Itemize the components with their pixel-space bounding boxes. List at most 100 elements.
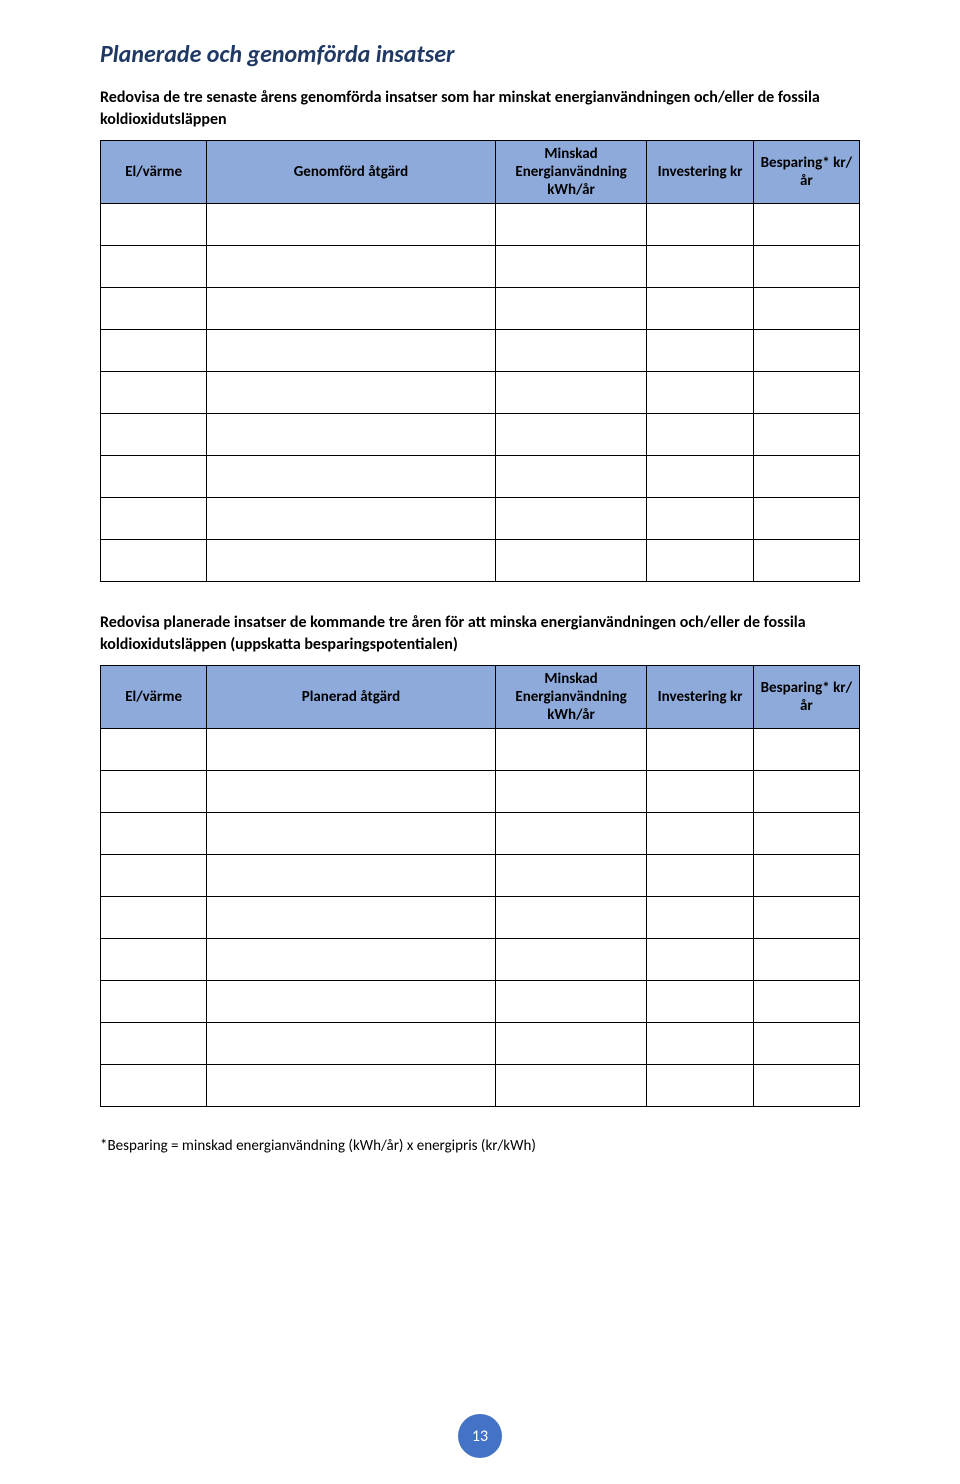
- cell[interactable]: [101, 204, 207, 246]
- cell[interactable]: [495, 372, 647, 414]
- cell[interactable]: [495, 498, 647, 540]
- col-header-minskad: Minskad Energianvändning kWh/år: [495, 141, 647, 204]
- cell[interactable]: [101, 771, 207, 813]
- cell[interactable]: [495, 330, 647, 372]
- table-row: [101, 414, 860, 456]
- cell[interactable]: [647, 288, 753, 330]
- cell[interactable]: [101, 498, 207, 540]
- cell[interactable]: [647, 981, 753, 1023]
- cell[interactable]: [101, 330, 207, 372]
- cell[interactable]: [495, 729, 647, 771]
- cell[interactable]: [753, 981, 859, 1023]
- cell[interactable]: [207, 939, 495, 981]
- cell[interactable]: [207, 897, 495, 939]
- cell[interactable]: [647, 540, 753, 582]
- cell[interactable]: [753, 813, 859, 855]
- cell[interactable]: [753, 288, 859, 330]
- cell[interactable]: [495, 456, 647, 498]
- cell[interactable]: [495, 1065, 647, 1107]
- cell[interactable]: [753, 1023, 859, 1065]
- cell[interactable]: [207, 246, 495, 288]
- cell[interactable]: [647, 939, 753, 981]
- cell[interactable]: [753, 498, 859, 540]
- cell[interactable]: [207, 1023, 495, 1065]
- cell[interactable]: [101, 414, 207, 456]
- cell[interactable]: [753, 372, 859, 414]
- cell[interactable]: [495, 897, 647, 939]
- cell[interactable]: [495, 981, 647, 1023]
- cell[interactable]: [753, 897, 859, 939]
- table-row: [101, 1023, 860, 1065]
- col-header-minskad: Minskad Energianvändning kWh/år: [495, 666, 647, 729]
- cell[interactable]: [207, 288, 495, 330]
- cell[interactable]: [101, 1065, 207, 1107]
- cell[interactable]: [207, 456, 495, 498]
- cell[interactable]: [101, 540, 207, 582]
- cell[interactable]: [647, 897, 753, 939]
- cell[interactable]: [101, 288, 207, 330]
- cell[interactable]: [647, 246, 753, 288]
- cell[interactable]: [495, 246, 647, 288]
- cell[interactable]: [753, 540, 859, 582]
- cell[interactable]: [495, 540, 647, 582]
- table-header-row: El/värme Planerad åtgärd Minskad Energia…: [101, 666, 860, 729]
- cell[interactable]: [101, 813, 207, 855]
- cell[interactable]: [753, 939, 859, 981]
- cell[interactable]: [495, 1023, 647, 1065]
- cell[interactable]: [207, 813, 495, 855]
- cell[interactable]: [753, 456, 859, 498]
- cell[interactable]: [207, 540, 495, 582]
- cell[interactable]: [753, 414, 859, 456]
- col-header-atgard: Planerad åtgärd: [207, 666, 495, 729]
- table2-body: [101, 729, 860, 1107]
- table-completed: El/värme Genomförd åtgärd Minskad Energi…: [100, 140, 860, 582]
- cell[interactable]: [753, 204, 859, 246]
- cell[interactable]: [101, 729, 207, 771]
- cell[interactable]: [207, 204, 495, 246]
- cell[interactable]: [101, 939, 207, 981]
- cell[interactable]: [647, 372, 753, 414]
- intro-text-1: Redovisa de tre senaste årens genomförda…: [100, 87, 860, 130]
- cell[interactable]: [647, 729, 753, 771]
- cell[interactable]: [101, 456, 207, 498]
- cell[interactable]: [647, 771, 753, 813]
- cell[interactable]: [647, 1023, 753, 1065]
- cell[interactable]: [101, 372, 207, 414]
- cell[interactable]: [647, 855, 753, 897]
- cell[interactable]: [647, 414, 753, 456]
- cell[interactable]: [495, 771, 647, 813]
- cell[interactable]: [495, 813, 647, 855]
- cell[interactable]: [207, 729, 495, 771]
- cell[interactable]: [753, 246, 859, 288]
- cell[interactable]: [647, 330, 753, 372]
- cell[interactable]: [495, 939, 647, 981]
- cell[interactable]: [495, 204, 647, 246]
- cell[interactable]: [753, 855, 859, 897]
- cell[interactable]: [207, 330, 495, 372]
- cell[interactable]: [207, 771, 495, 813]
- cell[interactable]: [647, 498, 753, 540]
- cell[interactable]: [207, 372, 495, 414]
- cell[interactable]: [495, 288, 647, 330]
- cell[interactable]: [101, 855, 207, 897]
- cell[interactable]: [647, 1065, 753, 1107]
- col-header-investering: Investering kr: [647, 666, 753, 729]
- cell[interactable]: [207, 855, 495, 897]
- cell[interactable]: [753, 771, 859, 813]
- cell[interactable]: [207, 1065, 495, 1107]
- cell[interactable]: [753, 1065, 859, 1107]
- cell[interactable]: [207, 981, 495, 1023]
- cell[interactable]: [647, 813, 753, 855]
- cell[interactable]: [753, 330, 859, 372]
- cell[interactable]: [647, 204, 753, 246]
- cell[interactable]: [101, 897, 207, 939]
- cell[interactable]: [101, 246, 207, 288]
- cell[interactable]: [101, 981, 207, 1023]
- cell[interactable]: [101, 1023, 207, 1065]
- cell[interactable]: [495, 855, 647, 897]
- cell[interactable]: [753, 729, 859, 771]
- cell[interactable]: [495, 414, 647, 456]
- cell[interactable]: [207, 498, 495, 540]
- cell[interactable]: [207, 414, 495, 456]
- cell[interactable]: [647, 456, 753, 498]
